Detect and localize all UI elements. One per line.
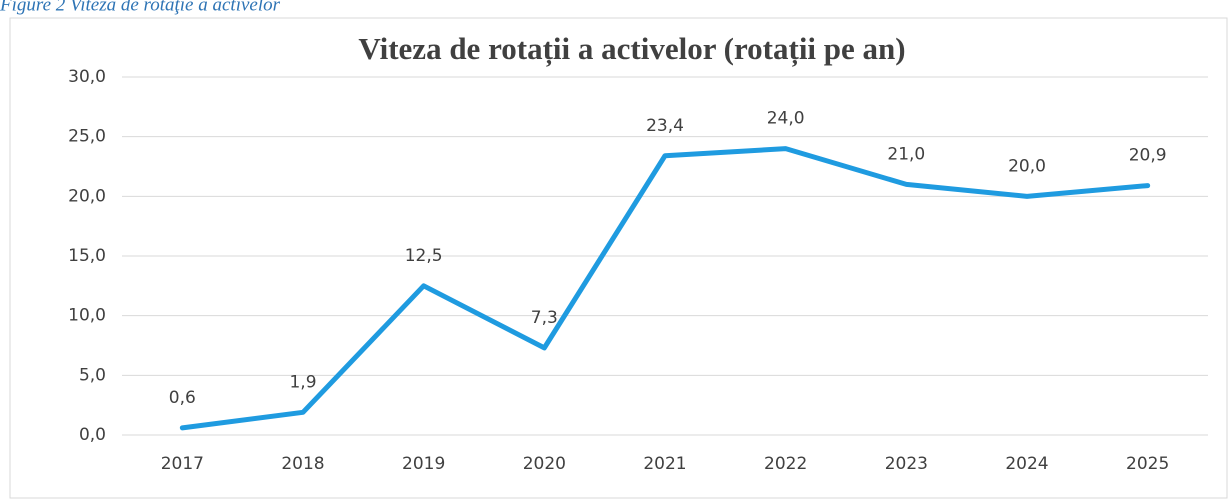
x-tick-label: 2024 <box>1005 454 1048 474</box>
y-tick-label: 25,0 <box>68 127 106 147</box>
x-tick-label: 2023 <box>885 454 928 474</box>
y-tick-label: 30,0 <box>68 67 106 87</box>
figure-caption: Figure 2 Viteza de rotaţie a activelor <box>0 0 281 15</box>
data-label: 1,9 <box>289 372 316 392</box>
data-line <box>179 146 1151 431</box>
data-label: 24,0 <box>767 109 805 129</box>
data-label: 0,6 <box>169 388 196 408</box>
x-tick-label: 2019 <box>402 454 445 474</box>
x-tick-label: 2022 <box>764 454 807 474</box>
x-tick-label: 2021 <box>643 454 686 474</box>
data-label: 21,0 <box>887 144 925 164</box>
chart-title: Viteza de rotații a activelor (rotații p… <box>358 31 905 67</box>
data-label: 20,0 <box>1008 156 1046 176</box>
x-tick-label: 2025 <box>1126 454 1169 474</box>
data-label: 12,5 <box>405 246 443 266</box>
data-label: 7,3 <box>531 308 558 328</box>
y-tick-label: 10,0 <box>68 306 106 326</box>
chart-frame <box>9 17 1228 499</box>
data-label: 20,9 <box>1129 146 1167 166</box>
y-tick-label: 0,0 <box>79 425 106 445</box>
x-tick-label: 2017 <box>161 454 204 474</box>
x-tick-label: 2018 <box>281 454 324 474</box>
y-tick-label: 20,0 <box>68 186 106 206</box>
x-tick-label: 2020 <box>523 454 566 474</box>
y-tick-label: 15,0 <box>68 246 106 266</box>
y-tick-label: 5,0 <box>79 365 106 385</box>
data-label: 23,4 <box>646 116 684 136</box>
